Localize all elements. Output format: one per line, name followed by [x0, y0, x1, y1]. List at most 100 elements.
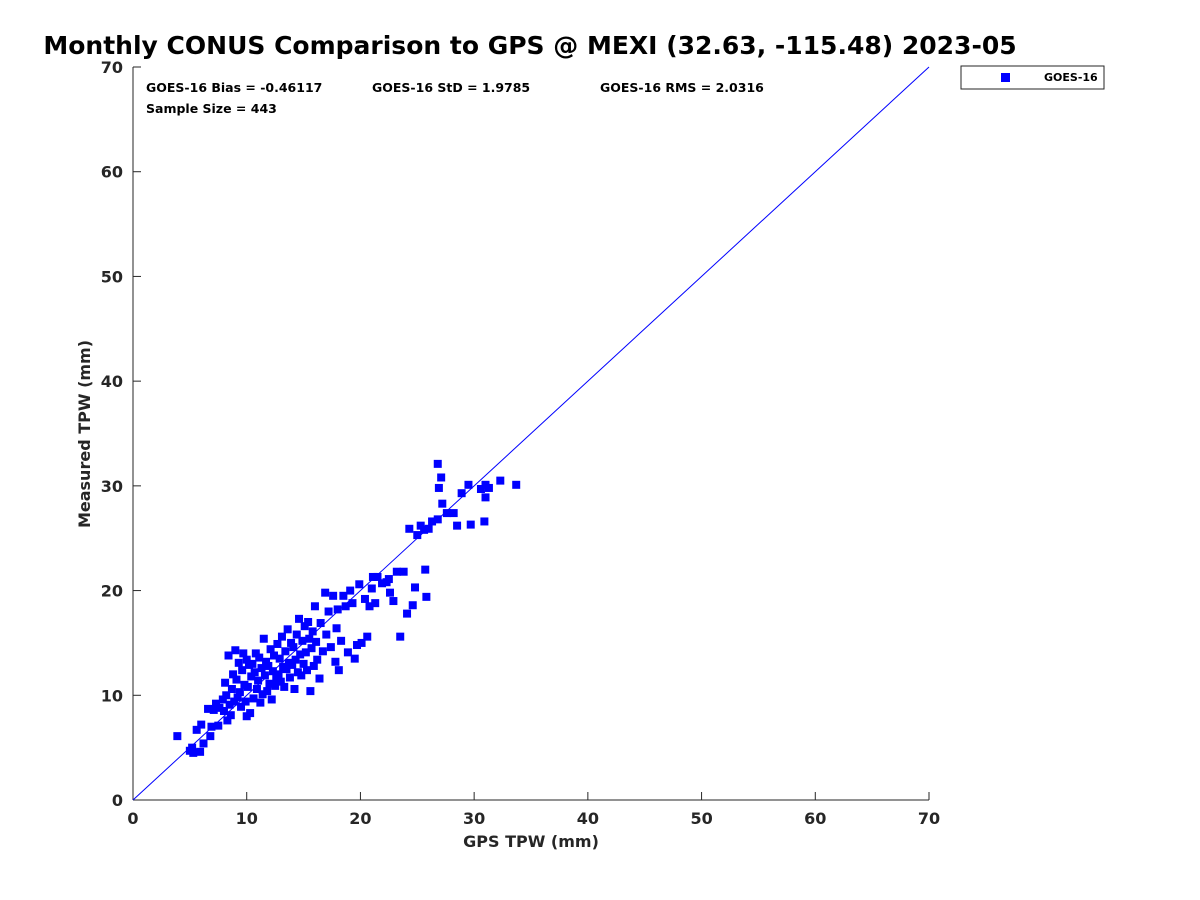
data-point-10 — [207, 722, 216, 731]
data-point-38 — [243, 682, 252, 691]
data-point-33 — [239, 649, 248, 658]
data-point-91 — [304, 617, 313, 626]
data-point-157 — [464, 480, 473, 489]
tick-labels: 0 10 20 30 40 50 60 70 0 10 20 30 40 50 60 70 — [101, 58, 940, 828]
x-tick-label-0: 0 — [127, 809, 138, 828]
data-point-114 — [341, 602, 350, 611]
data-point-122 — [360, 594, 369, 603]
data-point-84 — [296, 650, 305, 659]
data-point-106 — [326, 643, 335, 652]
legend-marker-square — [1001, 73, 1010, 82]
x-tick-label-60: 60 — [804, 809, 826, 828]
data-point-21 — [225, 700, 234, 709]
y-tick-label-0: 0 — [112, 791, 123, 810]
data-point-129 — [378, 579, 387, 588]
data-point-6 — [197, 720, 206, 729]
data-point-54 — [262, 657, 271, 666]
data-point-96 — [309, 661, 318, 670]
data-point-145 — [422, 592, 431, 601]
data-point-125 — [367, 584, 376, 593]
data-point-113 — [339, 591, 348, 600]
data-point-134 — [392, 567, 401, 576]
data-point-102 — [318, 647, 327, 656]
data-point-124 — [365, 602, 374, 611]
data-point-119 — [353, 641, 362, 650]
data-point-112 — [337, 636, 346, 645]
data-point-49 — [256, 698, 265, 707]
data-point-108 — [331, 657, 340, 666]
data-point-148 — [433, 515, 442, 524]
data-point-131 — [384, 575, 393, 584]
data-point-98 — [312, 637, 321, 646]
data-point-77 — [288, 660, 297, 669]
sample-size-stat: Sample Size = 443 — [146, 101, 277, 116]
x-axis-label: GPS TPW (mm) — [463, 832, 599, 851]
data-point-136 — [399, 567, 408, 576]
data-point-111 — [334, 666, 343, 675]
data-point-15 — [218, 695, 227, 704]
data-point-19 — [223, 716, 232, 725]
y-tick-label-10: 10 — [101, 686, 123, 705]
data-point-4 — [192, 725, 201, 734]
data-point-13 — [214, 721, 223, 730]
legend: GOES-16 — [960, 65, 1105, 90]
std-stat: GOES-16 StD = 1.9785 — [372, 80, 530, 95]
x-tick-label-70: 70 — [918, 809, 940, 828]
data-point-133 — [389, 597, 398, 606]
data-point-60 — [268, 667, 277, 676]
data-point-115 — [343, 648, 352, 657]
data-point-97 — [310, 602, 319, 611]
data-point-62 — [271, 681, 280, 690]
data-point-75 — [285, 673, 294, 682]
data-point-29 — [234, 658, 243, 667]
data-point-30 — [235, 688, 244, 697]
data-point-63 — [272, 674, 281, 683]
y-tick-label-70: 70 — [101, 58, 123, 77]
data-points — [173, 459, 521, 757]
data-point-138 — [405, 524, 414, 533]
data-point-73 — [283, 625, 292, 634]
axes — [132, 67, 929, 801]
data-point-28 — [233, 693, 242, 702]
data-point-90 — [302, 666, 311, 675]
data-point-55 — [263, 687, 272, 696]
data-point-126 — [368, 572, 377, 581]
data-point-25 — [230, 697, 239, 706]
y-tick-label-20: 20 — [101, 582, 123, 601]
data-point-52 — [259, 634, 268, 643]
data-point-27 — [232, 675, 241, 684]
data-point-78 — [289, 643, 298, 652]
data-point-121 — [357, 638, 366, 647]
data-point-123 — [363, 632, 372, 641]
data-point-149 — [433, 459, 442, 468]
data-point-51 — [258, 690, 267, 699]
data-point-11 — [209, 705, 218, 714]
data-point-50 — [257, 664, 266, 673]
data-point-83 — [295, 614, 304, 623]
one-to-one-reference-line — [132, 66, 930, 801]
data-point-164 — [496, 476, 505, 485]
data-point-143 — [420, 525, 429, 534]
data-point-144 — [421, 565, 430, 574]
data-point-56 — [264, 661, 273, 670]
data-point-156 — [457, 489, 466, 498]
data-point-104 — [322, 630, 331, 639]
data-point-127 — [371, 599, 380, 608]
data-point-160 — [480, 517, 489, 526]
data-point-42 — [248, 659, 257, 668]
data-point-12 — [212, 699, 221, 708]
data-point-103 — [321, 588, 330, 597]
y-tick-label-30: 30 — [101, 477, 123, 496]
data-point-66 — [275, 654, 284, 663]
data-point-70 — [280, 682, 289, 691]
legend-label: GOES-16 — [1044, 71, 1098, 84]
data-point-128 — [373, 572, 382, 581]
data-point-40 — [246, 709, 255, 718]
y-tick-label-40: 40 — [101, 372, 123, 391]
data-point-2 — [188, 743, 197, 752]
data-point-93 — [306, 687, 315, 696]
data-point-142 — [416, 521, 425, 530]
x-tick-label-30: 30 — [463, 809, 485, 828]
data-point-72 — [282, 665, 291, 674]
